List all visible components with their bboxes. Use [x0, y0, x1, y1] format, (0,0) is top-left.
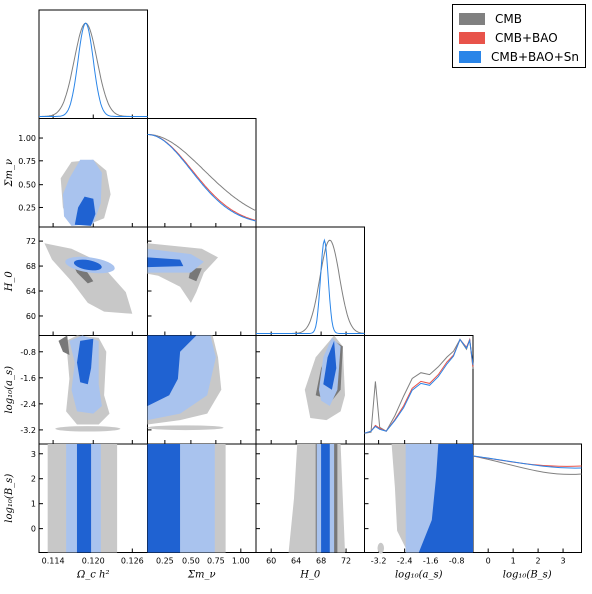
panel-frame-0-0: [38, 9, 148, 119]
legend-item: CMB+BAO: [459, 28, 579, 47]
y-tick-label: 68: [26, 262, 36, 271]
x-tick-label: -2.4: [397, 557, 413, 566]
y-tick-label: 72: [26, 237, 36, 246]
x-tick-label: -1.6: [423, 557, 439, 566]
x-tick-label: 1: [511, 557, 516, 566]
x-tick-label: 0.25: [156, 557, 174, 566]
legend: CMB CMB+BAO CMB+BAO+Sn: [452, 4, 586, 68]
marginal-cmb-bs: [472, 455, 582, 475]
legend-swatch: [459, 31, 485, 44]
contour-sn-inner: [76, 444, 92, 553]
marginal-sn-h0: [256, 238, 365, 334]
axis-labels: Ω_c h² Σm_ν H_0 log₁₀(a_s) log₁₀(B_s) Σm_ν H_0…: [4, 159, 552, 581]
contour-sn-inner: [73, 259, 102, 271]
y-tick-label: -3.2: [20, 426, 36, 435]
legend-swatch: [459, 12, 485, 25]
marginal-sn-bs: [472, 455, 582, 469]
y-axis-label: log₁₀(a_s): [4, 366, 15, 414]
marginal-bao-bs: [472, 455, 582, 467]
y-tick-label: 1.00: [18, 134, 36, 143]
legend-label: CMB+BAO+Sn: [491, 49, 579, 64]
x-axis-label: Σm_ν: [187, 570, 216, 581]
y-tick-label: 0.75: [18, 157, 36, 166]
x-axis-label: log₁₀(a_s): [395, 570, 443, 581]
legend-swatch: [459, 50, 482, 63]
panel-frame-1-1: [147, 118, 257, 228]
panel-frame-2-1: [147, 226, 257, 336]
marginal-sn-as: [364, 338, 474, 434]
contour-sn-inner: [147, 444, 181, 553]
contour-sn-inner: [74, 196, 96, 226]
marginal-cmb-h0: [256, 239, 365, 334]
x-tick-label: 0.120: [82, 557, 105, 566]
y-tick-label: -0.8: [20, 348, 36, 357]
y-tick-label: 3: [31, 450, 36, 459]
panel-contents: [39, 22, 582, 554]
marginal-cmb-omega: [39, 22, 148, 117]
x-tick-label: 1.00: [232, 557, 250, 566]
y-tick-label: -2.4: [20, 400, 36, 409]
x-tick-label: 0.114: [42, 557, 65, 566]
x-tick-label: 60: [266, 557, 276, 566]
contour-cmb-inner: [58, 335, 70, 355]
legend-label: CMB: [495, 11, 522, 26]
marginal-cmb-mnu: [147, 134, 257, 212]
legend-item: CMB: [459, 9, 579, 28]
contour-sn-inner: [321, 444, 330, 553]
x-tick-label: -0.8: [449, 557, 465, 566]
x-tick-label: 2: [536, 557, 541, 566]
y-tick-label: 0: [31, 525, 36, 534]
marginal-sn-omega: [39, 22, 148, 117]
contour-sn-inner: [418, 444, 473, 553]
marginal-bao-as: [364, 337, 474, 434]
contour-sn-inner: [77, 338, 94, 385]
x-tick-label: 3: [561, 557, 566, 566]
x-tick-label: 0.75: [207, 557, 225, 566]
marginal-sn-mnu: [147, 134, 257, 222]
y-tick-label: 0.25: [18, 203, 36, 212]
panel-frame-4-4: [472, 443, 582, 553]
marginal-cmb-as: [364, 338, 474, 434]
x-tick-label: 72: [341, 557, 351, 566]
marginal-bao-mnu: [147, 134, 257, 221]
x-tick-label: 0: [486, 557, 491, 566]
contour-cmb-outer-tail: [147, 425, 224, 431]
y-axis-label: H_0: [4, 271, 15, 293]
legend-label: CMB+BAO: [495, 30, 558, 45]
x-tick-label: 64: [291, 557, 301, 566]
contour-sn-inner: [147, 335, 197, 406]
y-tick-label: -1.6: [20, 374, 36, 383]
y-tick-label: 60: [26, 312, 36, 321]
x-axis-label: log₁₀(B_s): [503, 570, 552, 581]
x-axis-label: Ω_c h²: [76, 570, 110, 581]
tick-labels: 0.114 0.120 0.126 0.25 0.50 0.75 1.00 60 64 68 72 -…: [18, 134, 565, 565]
x-tick-label: -3.2: [371, 557, 387, 566]
contour-cmb-outer-tail: [377, 542, 385, 554]
contour-sn-inner: [323, 340, 337, 390]
x-tick-label: 0.50: [182, 557, 200, 566]
y-tick-label: 0.50: [18, 181, 36, 190]
y-tick-label: 1: [31, 500, 36, 509]
x-tick-label: 68: [316, 557, 326, 566]
x-tick-label: 0.126: [121, 557, 144, 566]
y-tick-label: 2: [31, 475, 36, 484]
contour-sn-inner: [147, 257, 184, 268]
x-axis-label: H_0: [299, 570, 321, 581]
legend-item: CMB+BAO+Sn: [459, 47, 579, 66]
y-tick-label: 64: [26, 287, 36, 296]
y-axis-label: Σm_ν: [4, 159, 15, 188]
contour-cmb-outer-tail: [55, 426, 121, 432]
y-axis-label: log₁₀(B_s): [4, 474, 15, 523]
